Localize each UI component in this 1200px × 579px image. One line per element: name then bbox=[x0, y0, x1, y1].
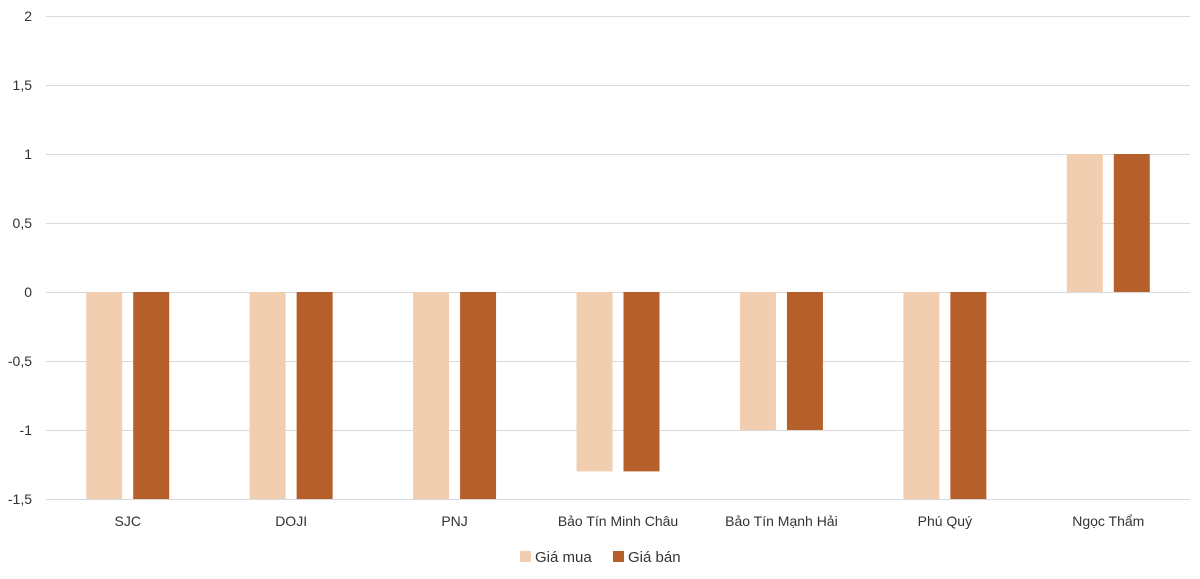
x-axis-category-labels: SJC DOJI PNJ Bảo Tín Minh Châu Bảo Tín Mạnh … bbox=[114, 513, 1144, 529]
x-category-label: Phú Quý bbox=[918, 513, 972, 529]
y-tick-label: 0,5 bbox=[13, 215, 33, 231]
y-tick-label: -1,5 bbox=[8, 491, 32, 507]
y-tick-label: 2 bbox=[24, 8, 32, 24]
legend-swatch bbox=[613, 551, 624, 562]
x-category-label: DOJI bbox=[275, 513, 307, 529]
bar-gia-mua bbox=[576, 292, 613, 472]
bar-gia-mua bbox=[739, 292, 776, 430]
bar-gia-ban bbox=[950, 292, 987, 499]
bar-gia-mua bbox=[249, 292, 286, 499]
bar-gia-mua bbox=[86, 292, 123, 499]
bar-gia-mua bbox=[1066, 154, 1103, 292]
bar-gia-ban bbox=[133, 292, 170, 499]
x-category-label: Ngọc Thẩm bbox=[1072, 513, 1144, 529]
bar-gia-ban bbox=[1113, 154, 1150, 292]
bar-gia-ban bbox=[460, 292, 497, 499]
legend-label: Giá mua bbox=[535, 549, 592, 566]
gridlines bbox=[46, 16, 1190, 500]
bar-gia-ban bbox=[786, 292, 823, 430]
bar-gia-ban bbox=[623, 292, 660, 472]
y-tick-label: 0 bbox=[24, 284, 32, 300]
bars bbox=[86, 154, 1150, 499]
x-category-label: Bảo Tín Minh Châu bbox=[558, 513, 678, 529]
bar-gia-mua bbox=[903, 292, 940, 499]
legend: Giá mua Giá bán bbox=[520, 549, 681, 566]
y-tick-label: 1,5 bbox=[13, 77, 33, 93]
y-tick-label: -0,5 bbox=[8, 353, 32, 369]
y-axis-tick-labels: 2 1,5 1 0,5 0 -0,5 -1 -1,5 bbox=[8, 8, 32, 507]
bar-gia-mua bbox=[413, 292, 450, 499]
y-tick-label: -1 bbox=[20, 422, 33, 438]
legend-label: Giá bán bbox=[628, 549, 681, 566]
x-category-label: PNJ bbox=[441, 513, 467, 529]
x-category-label: Bảo Tín Mạnh Hải bbox=[725, 513, 838, 529]
y-tick-label: 1 bbox=[24, 146, 32, 162]
x-category-label: SJC bbox=[114, 513, 140, 529]
bar-gia-ban bbox=[296, 292, 333, 499]
legend-swatch bbox=[520, 551, 531, 562]
